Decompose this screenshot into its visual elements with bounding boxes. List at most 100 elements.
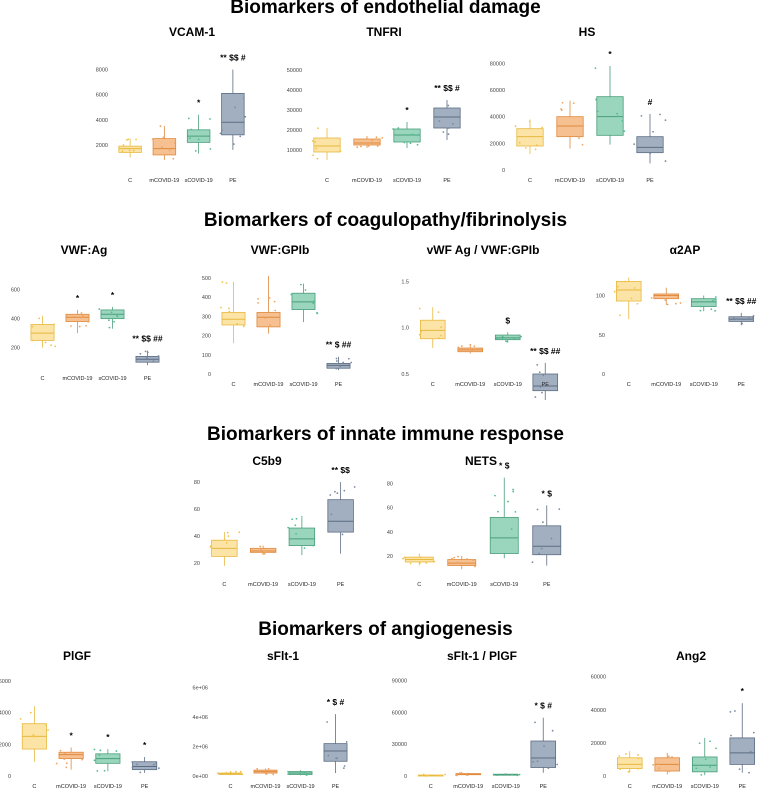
data-point-pe bbox=[341, 533, 344, 536]
data-point-c bbox=[636, 302, 639, 305]
data-point-c bbox=[619, 314, 621, 317]
x-tick-label-pe: PE bbox=[738, 382, 746, 388]
data-point-mcovid19 bbox=[265, 772, 268, 775]
data-point-pe bbox=[536, 363, 539, 366]
data-point-pe bbox=[131, 766, 134, 769]
data-point-mcovid19 bbox=[65, 766, 68, 769]
x-tick-label-pe: PE bbox=[543, 582, 551, 588]
data-point-mcovid19 bbox=[81, 314, 84, 317]
data-point-scovid19 bbox=[103, 769, 106, 772]
significance-label-pe: ** $$ ## bbox=[132, 334, 163, 344]
data-point-mcovid19 bbox=[70, 325, 72, 327]
data-point-mcovid19 bbox=[471, 348, 474, 350]
data-point-mcovid19 bbox=[457, 555, 459, 558]
data-point-pe bbox=[244, 115, 247, 118]
chart-title-nets: NETS bbox=[465, 454, 497, 468]
data-point-scovid19 bbox=[698, 742, 701, 745]
x-tick-label-scovid19: sCOVID-19 bbox=[494, 382, 522, 388]
significance-label-scovid19: * bbox=[106, 732, 110, 742]
data-point-pe bbox=[330, 513, 333, 516]
data-point-c bbox=[225, 771, 228, 774]
data-point-c bbox=[127, 138, 130, 141]
data-point-c bbox=[518, 141, 521, 144]
data-point-mcovid19 bbox=[356, 146, 359, 149]
data-point-mcovid19 bbox=[457, 346, 460, 349]
data-point-mcovid19 bbox=[367, 145, 370, 147]
data-point-mcovid19 bbox=[572, 102, 575, 104]
data-point-pe bbox=[221, 129, 224, 132]
x-tick-label-mcovid19: mCOVID-19 bbox=[254, 382, 284, 388]
data-point-c bbox=[228, 307, 230, 310]
data-point-pe bbox=[542, 374, 545, 377]
x-tick-label-pe: PE bbox=[335, 382, 343, 388]
x-tick-label-scovid19: sCOVID-19 bbox=[288, 582, 316, 588]
data-point-scovid19 bbox=[287, 773, 289, 775]
data-point-scovid19 bbox=[93, 759, 96, 762]
data-point-mcovid19 bbox=[65, 762, 68, 765]
y-tick-label: 60000 bbox=[591, 675, 606, 681]
x-tick-label-mcovid19: mCOVID-19 bbox=[455, 382, 485, 388]
y-tick-label: 6000 bbox=[0, 679, 11, 685]
box-pe bbox=[327, 499, 354, 533]
data-point-mcovid19 bbox=[666, 303, 669, 306]
data-point-mcovid19 bbox=[656, 763, 659, 765]
y-tick-label: 8000 bbox=[96, 68, 108, 74]
data-point-c bbox=[128, 149, 131, 152]
x-tick-label-mcovid19: mCOVID-19 bbox=[453, 784, 483, 788]
data-point-c bbox=[438, 337, 440, 340]
data-point-pe bbox=[343, 765, 346, 767]
x-tick-label-scovid19: sCOVID-19 bbox=[690, 382, 718, 388]
data-point-mcovid19 bbox=[168, 149, 171, 152]
box-mcovid19 bbox=[447, 559, 477, 566]
data-point-pe bbox=[336, 492, 339, 495]
data-point-pe bbox=[536, 760, 539, 763]
data-point-scovid19 bbox=[96, 770, 99, 772]
x-tick-label-scovid19: sCOVID-19 bbox=[596, 178, 624, 184]
y-tick-label: 20000 bbox=[490, 141, 505, 147]
y-tick-label: 0e+00 bbox=[193, 774, 208, 780]
box-scovid19 bbox=[690, 298, 717, 307]
data-point-scovid19 bbox=[520, 335, 522, 338]
data-point-scovid19 bbox=[501, 335, 504, 338]
box-pe bbox=[433, 107, 461, 129]
y-tick-label: 200 bbox=[202, 334, 211, 340]
x-tick-label-pe: PE bbox=[739, 784, 747, 788]
data-point-c bbox=[625, 753, 627, 755]
data-point-mcovid19 bbox=[456, 774, 458, 777]
data-point-c bbox=[29, 711, 32, 714]
data-point-scovid19 bbox=[513, 337, 516, 340]
data-point-c bbox=[419, 556, 422, 559]
data-point-pe bbox=[538, 371, 541, 374]
significance-label-pe: * $ # bbox=[327, 697, 345, 707]
x-tick-label-mcovid19: mCOVID-19 bbox=[651, 382, 681, 388]
significance-label-pe: * bbox=[741, 686, 745, 696]
y-tick-label: 20 bbox=[194, 561, 200, 567]
data-point-pe bbox=[741, 322, 743, 325]
x-tick-label-pe: PE bbox=[141, 784, 149, 788]
data-point-scovid19 bbox=[518, 773, 521, 776]
y-tick-label: 400 bbox=[202, 295, 211, 301]
data-point-mcovid19 bbox=[252, 547, 255, 550]
data-point-pe bbox=[752, 316, 754, 319]
y-tick-label: 4e+06 bbox=[193, 715, 208, 721]
y-tick-label: 40 bbox=[387, 530, 393, 536]
data-point-mcovid19 bbox=[459, 772, 461, 774]
data-point-c bbox=[418, 307, 421, 310]
data-point-scovid19 bbox=[416, 143, 419, 146]
data-point-scovid19 bbox=[501, 338, 504, 340]
data-point-c bbox=[534, 148, 537, 151]
y-tick-label: 80 bbox=[387, 482, 393, 488]
data-point-scovid19 bbox=[512, 490, 515, 493]
data-point-pe bbox=[438, 120, 441, 122]
x-tick-label-mcovid19: mCOVID-19 bbox=[555, 178, 585, 184]
data-point-mcovid19 bbox=[578, 137, 580, 140]
data-point-c bbox=[524, 146, 527, 149]
data-point-c bbox=[311, 140, 314, 142]
data-point-c bbox=[317, 127, 319, 130]
data-point-pe bbox=[239, 135, 242, 138]
data-point-pe bbox=[752, 318, 754, 321]
data-point-c bbox=[339, 150, 342, 153]
y-tick-label: 30000 bbox=[287, 108, 302, 114]
data-point-scovid19 bbox=[714, 309, 717, 312]
